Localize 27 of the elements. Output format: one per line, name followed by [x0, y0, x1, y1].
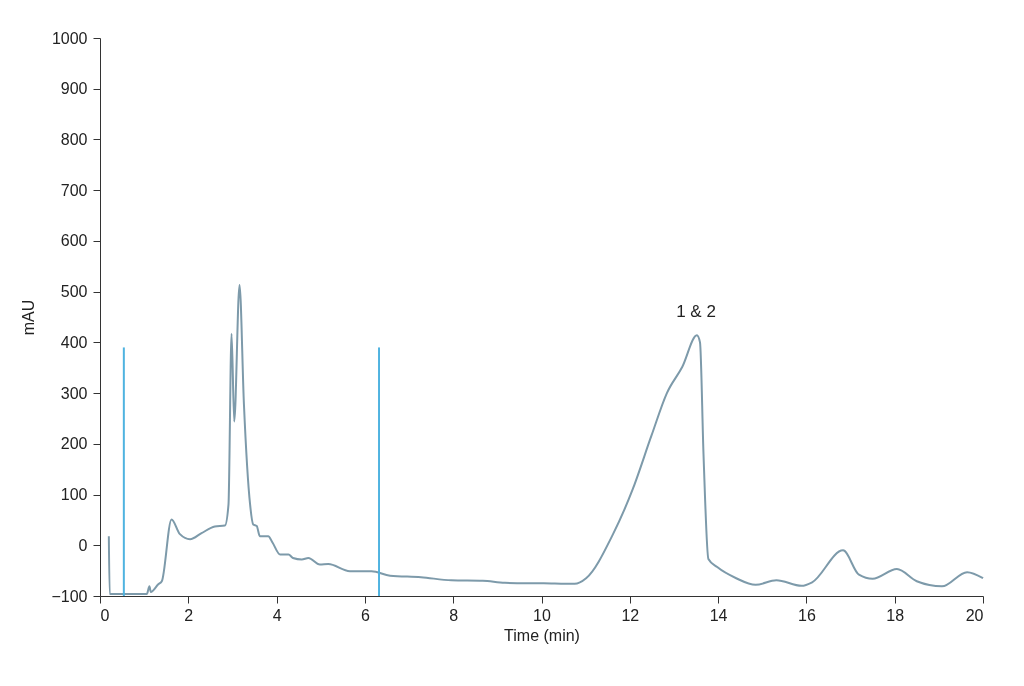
x-tick-label: 16: [798, 606, 816, 624]
x-tick-label: 10: [533, 606, 551, 624]
x-tick-label: 2: [184, 606, 194, 624]
y-tick-label: 200: [60, 435, 88, 453]
y-tick-label: −100: [51, 587, 88, 605]
x-tick-label: 14: [709, 606, 728, 624]
x-tick-label: 8: [449, 606, 459, 624]
y-tick-label: 500: [60, 283, 88, 301]
x-tick-label: 4: [272, 606, 282, 624]
x-axis-title: Time (min): [504, 626, 580, 644]
y-tick-label: 100: [60, 486, 88, 504]
line-series: [107, 284, 984, 595]
y-tick-label: 0: [78, 536, 88, 554]
x-tick-label: 18: [886, 606, 905, 624]
x-tick-label: 12: [621, 606, 640, 624]
y-tick-label: 600: [60, 232, 88, 250]
x-tick-label: 20: [965, 606, 984, 624]
x-tick-label: 0: [100, 606, 110, 624]
annotation: 1 & 2: [676, 301, 716, 321]
y-tick-label: 900: [60, 80, 88, 98]
x-tick-label: 6: [360, 606, 370, 624]
y-tick-label: 700: [60, 181, 88, 199]
y-tick-label: 1000: [51, 29, 88, 47]
y-tick-label: 300: [60, 384, 88, 402]
y-tick-label: 400: [60, 333, 88, 351]
y-tick-label: 800: [60, 130, 88, 148]
y-axis-title: mAU: [20, 299, 38, 336]
